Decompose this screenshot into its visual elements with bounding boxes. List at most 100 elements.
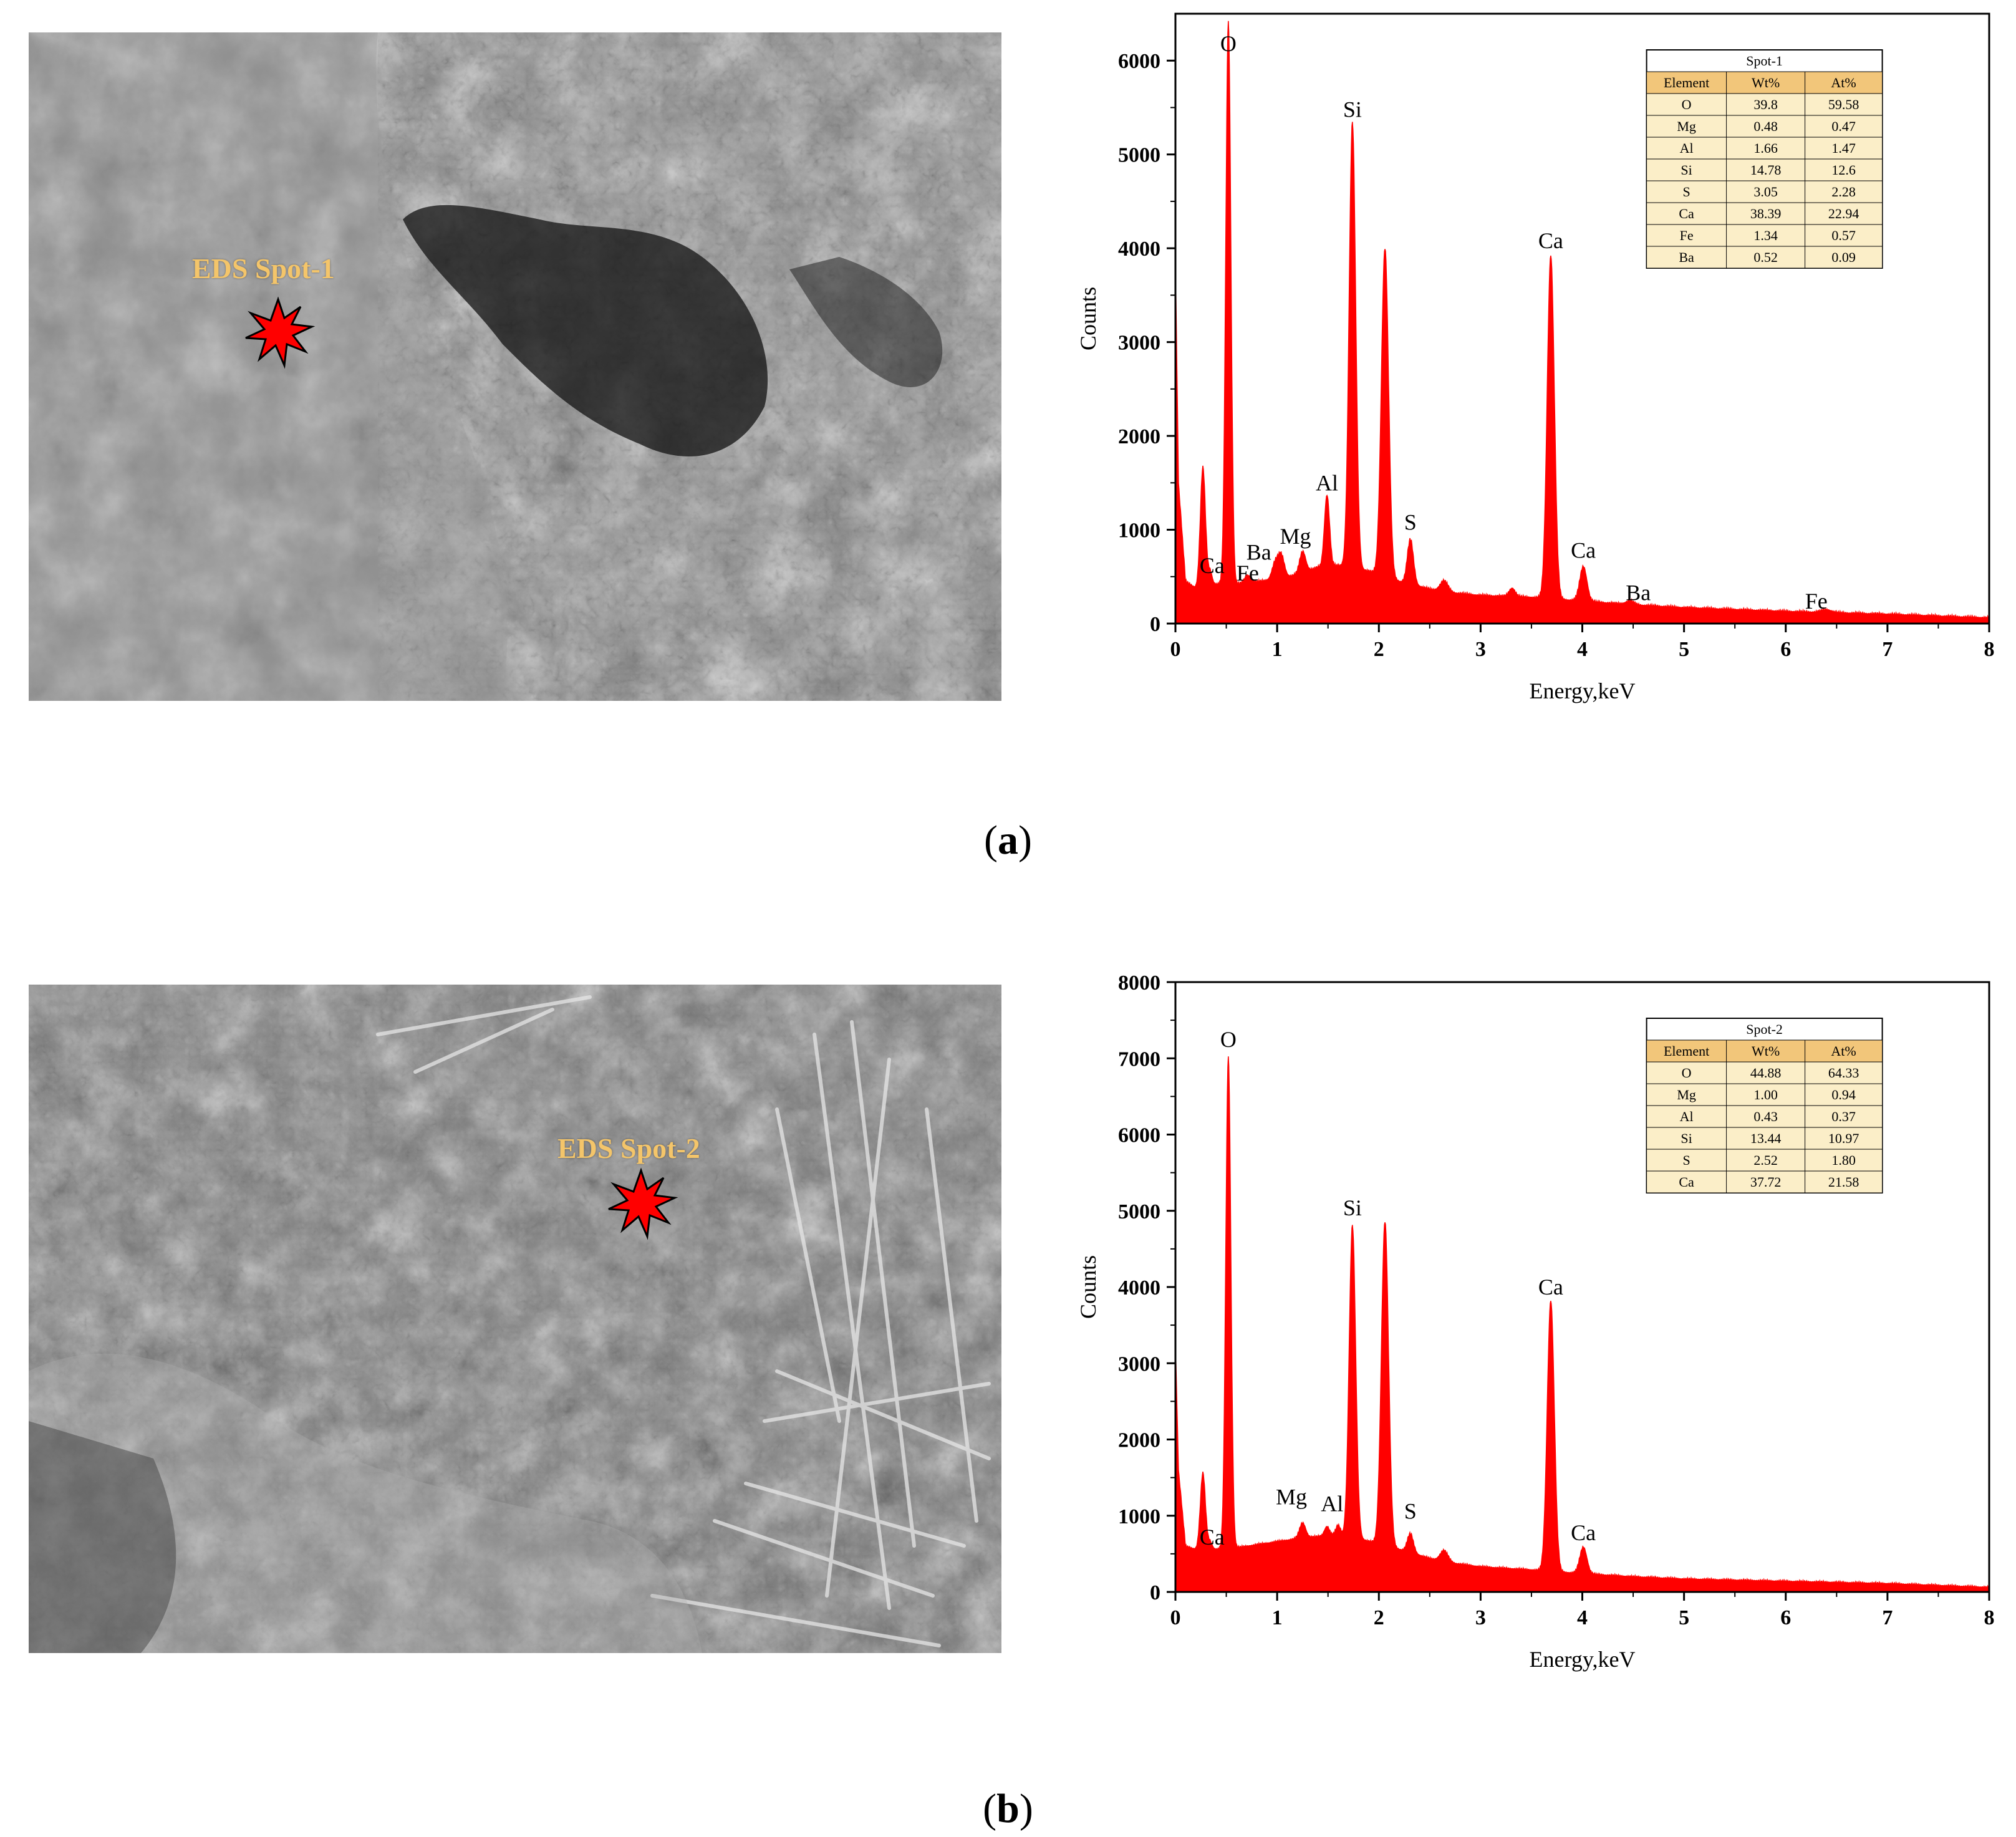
peak-label: Al [1321,1491,1343,1516]
peak-label: Ba [1247,540,1271,565]
y-tick-label: 5000 [1118,144,1160,167]
y-tick-label: 8000 [1118,972,1160,995]
peak-label: S [1404,1499,1417,1524]
table-row [1646,1061,1883,1084]
x-tick-label: 1 [1272,638,1283,661]
table-cell: O [1682,97,1692,112]
table-title: Spot-2 [1746,1021,1783,1037]
y-tick-label: 1000 [1118,1505,1160,1528]
table-cell: Mg [1677,118,1696,134]
table-cell: 21.58 [1828,1174,1859,1190]
x-tick-label: 1 [1272,1606,1283,1629]
panel-caption: (a) [984,817,1032,863]
table-cell: 1.80 [1831,1152,1856,1168]
table-cell: 0.47 [1831,118,1856,134]
spectrum-area [1175,1056,1990,1593]
table-cell: 2.52 [1753,1152,1778,1168]
table-row [1646,1127,1883,1150]
red-starburst-icon [245,296,316,369]
x-tick-label: 8 [1984,1606,1995,1629]
table-cell: 39.8 [1753,97,1778,112]
x-tick-label: 0 [1170,1606,1181,1629]
y-tick-label: 0 [1150,1581,1160,1604]
table-cell: 1.47 [1831,140,1856,156]
table-cell: Ca [1679,1174,1694,1190]
table-cell: 44.88 [1750,1065,1782,1081]
table-cell: 13.44 [1750,1131,1782,1146]
y-tick-label: 5000 [1118,1200,1160,1223]
table-cell: Fe [1680,228,1694,243]
y-axis-title: Counts [1076,287,1101,350]
x-tick-label: 4 [1577,638,1588,661]
table-cell: 0.37 [1831,1109,1856,1124]
table-row [1646,246,1883,269]
x-tick-label: 3 [1475,638,1486,661]
panel-b: EDS Spot-2 0 1 2 3 4 5 6 7 8 0 1000 2000 3000 4000 500… [0,918,2016,1837]
table-row [1646,1083,1883,1106]
x-axis-title: Energy,keV [1530,678,1636,703]
x-tick-label: 7 [1882,1606,1893,1629]
y-tick-label: 7000 [1118,1048,1160,1071]
table-cell: 38.39 [1750,206,1782,221]
x-tick-label: 4 [1577,1606,1588,1629]
x-tick-label: 6 [1780,638,1791,661]
eds-spectrum-chart: 0 1 2 3 4 5 6 7 8 0 1000 2000 3000 4000 5000 6000 7000 80… [1076,972,1995,1672]
y-tick-label: 3000 [1118,332,1160,355]
y-tick-label: 4000 [1118,238,1160,261]
table-cell: Si [1681,162,1692,178]
table-cell: 12.6 [1831,162,1856,178]
sem-image: EDS Spot-1 [29,32,1001,701]
table-row [1646,1170,1883,1193]
y-tick-label: 1000 [1118,519,1160,542]
peak-label: Fe [1805,589,1828,614]
x-tick-label: 5 [1679,638,1689,661]
peak-label: Al [1316,470,1338,495]
caption-letter: b [996,1786,1020,1831]
peak-label: O [1220,1027,1237,1052]
x-tick-label: 2 [1374,1606,1384,1629]
peak-label: Ca [1571,538,1596,563]
table-header-cell: Wt% [1752,1043,1780,1059]
x-tick-label: 0 [1170,638,1181,661]
red-starburst-icon [608,1167,678,1240]
y-tick-label: 6000 [1118,1124,1160,1147]
y-axis-title: Counts [1076,1255,1101,1319]
spectrum-area [1175,21,1990,624]
x-tick-label: 7 [1882,638,1893,661]
table-header-bg [1646,71,1883,94]
eds-chart: 0 1 2 3 4 5 6 7 8 0 1000 2000 3000 4000 5000 6000 7000 80… [1060,968,2016,1692]
table-cell: Ba [1679,249,1694,265]
spot-label: EDS Spot-1 [192,253,335,284]
table-header-cell: Element [1664,1043,1709,1059]
table-header-cell: At% [1831,75,1856,90]
composition-table: Spot-2 Element Wt% At% O 44.88 64.33 Mg 1.00 0.94… [1646,1018,1883,1193]
x-axis-title: Energy,keV [1530,1647,1636,1672]
y-tick-label: 2000 [1118,1429,1160,1452]
table-cell: 3.05 [1753,184,1778,200]
table-cell: Ca [1679,206,1694,221]
caption-letter: a [998,817,1018,863]
table-cell: S [1682,184,1690,200]
x-tick-label: 6 [1780,1606,1791,1629]
sem-image: EDS Spot-2 [29,985,1001,1653]
peak-label: Mg [1276,1484,1307,1509]
x-tick-label: 8 [1984,638,1995,661]
peak-label: Ca [1200,1525,1225,1550]
spot-label: EDS Spot-2 [557,1132,700,1164]
peak-label: Mg [1280,524,1311,549]
table-cell: 1.00 [1753,1087,1778,1102]
table-cell: 0.94 [1831,1087,1856,1102]
x-tick-label: 5 [1679,1606,1689,1629]
y-tick-label: 0 [1150,613,1160,636]
peak-label: S [1404,510,1417,535]
table-cell: O [1682,1065,1692,1081]
y-tick-label: 4000 [1118,1276,1160,1299]
table-header-cell: Element [1664,75,1709,90]
peak-label: Ca [1538,228,1563,253]
peak-label: Si [1343,1195,1362,1220]
table-cell: 64.33 [1828,1065,1859,1081]
table-cell: Al [1680,140,1694,156]
composition-table: Spot-1 Element Wt% At% O 39.8 59.58 Mg 0.48 0.47 A… [1646,49,1883,269]
table-row [1646,93,1883,116]
table-cell: 0.57 [1831,228,1856,243]
